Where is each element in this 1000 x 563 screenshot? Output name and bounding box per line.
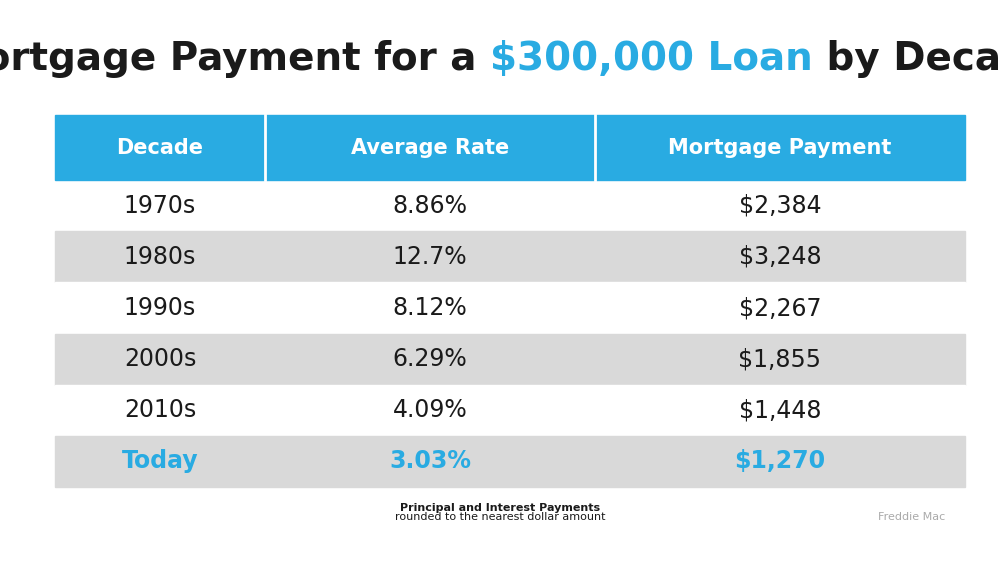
Text: $1,270: $1,270: [734, 449, 826, 473]
Text: $300,000 Loan: $300,000 Loan: [490, 40, 813, 78]
Text: Decade: Decade: [116, 138, 204, 158]
Text: 1990s: 1990s: [124, 296, 196, 320]
Text: $2,267: $2,267: [739, 296, 821, 320]
Text: by Decade: by Decade: [813, 40, 1000, 78]
Text: $1,855: $1,855: [738, 347, 822, 371]
Text: Mortgage Payment for a: Mortgage Payment for a: [0, 40, 490, 78]
Text: 6.29%: 6.29%: [393, 347, 467, 371]
Text: 8.12%: 8.12%: [393, 296, 467, 320]
Text: Average Rate: Average Rate: [351, 138, 509, 158]
Text: rounded to the nearest dollar amount: rounded to the nearest dollar amount: [395, 512, 605, 522]
Text: 8.86%: 8.86%: [392, 194, 468, 218]
Text: 4.09%: 4.09%: [393, 398, 467, 422]
Text: 12.7%: 12.7%: [393, 245, 467, 269]
Text: $2,384: $2,384: [739, 194, 821, 218]
Text: 1980s: 1980s: [124, 245, 196, 269]
Text: $3,248: $3,248: [739, 245, 821, 269]
Text: Freddie Mac: Freddie Mac: [878, 512, 945, 522]
Text: $1,448: $1,448: [739, 398, 821, 422]
Text: Today: Today: [122, 449, 198, 473]
Text: Principal and Interest Payments: Principal and Interest Payments: [400, 503, 600, 513]
Text: 2010s: 2010s: [124, 398, 196, 422]
Text: 3.03%: 3.03%: [389, 449, 471, 473]
Text: Mortgage Payment: Mortgage Payment: [668, 138, 892, 158]
Text: 2000s: 2000s: [124, 347, 196, 371]
Text: 1970s: 1970s: [124, 194, 196, 218]
